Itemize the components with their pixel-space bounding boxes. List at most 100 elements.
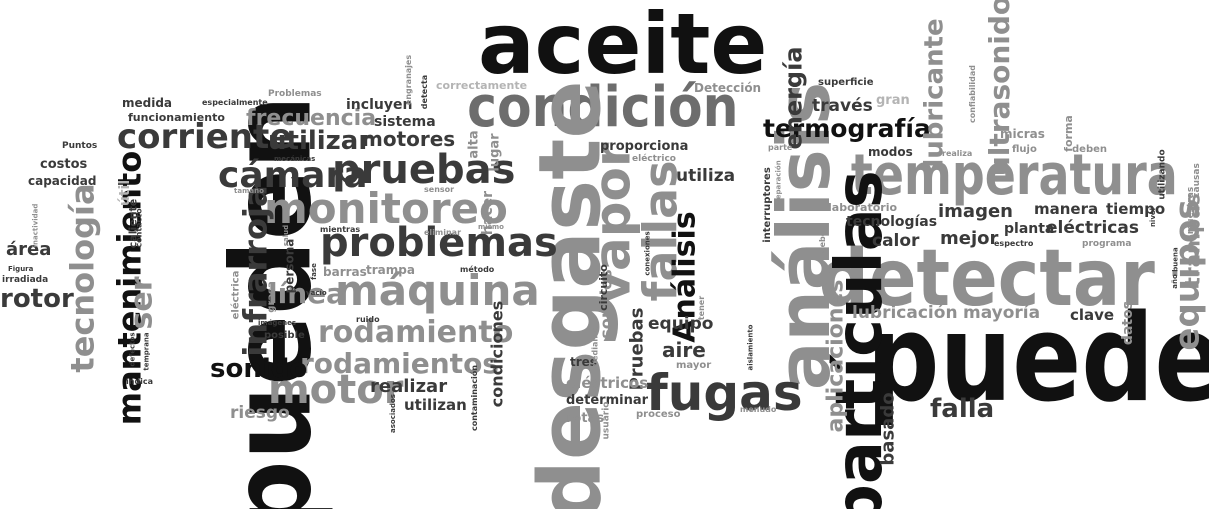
word-detectar: detectar bbox=[818, 234, 1155, 324]
word-frecuencia: frecuencia bbox=[246, 106, 377, 131]
word-menudo: menudo bbox=[740, 405, 777, 414]
word-tecnologias: tecnologías bbox=[846, 214, 938, 230]
word-manera: manera bbox=[1034, 200, 1099, 218]
word-usuario: usuario bbox=[601, 401, 612, 440]
word-gran: gran bbox=[876, 93, 910, 108]
word-laboratorio: laboratorio bbox=[828, 201, 898, 214]
word-mediante: mediante bbox=[590, 326, 600, 370]
word-equipo: equipo bbox=[648, 314, 714, 334]
word-imagenes: imágenes bbox=[258, 319, 297, 327]
word-rodamientos: rodamientos bbox=[300, 347, 499, 380]
word-proceso: proceso bbox=[636, 409, 681, 420]
word-vacio: vacío bbox=[306, 289, 327, 297]
word-sensor: sensor bbox=[424, 185, 455, 194]
word-basado: basado bbox=[877, 392, 899, 466]
word-rotas: rotas bbox=[566, 411, 605, 426]
word-flujo: flujo bbox=[1012, 144, 1037, 155]
word-sistema: sistema bbox=[374, 114, 436, 130]
word-mejor: mejor bbox=[940, 228, 999, 249]
word-termografia: termografía bbox=[763, 114, 931, 143]
word-mecanicas: mecánicas bbox=[274, 155, 316, 163]
word-lubricacion: lubricación bbox=[852, 303, 958, 323]
word-alta: alta bbox=[466, 130, 482, 159]
word-ultrasonido: ultrasonido bbox=[983, 0, 1017, 177]
word-maquina: máquina bbox=[335, 266, 540, 315]
word-micras: micras bbox=[1000, 127, 1045, 141]
word-condicion: condición bbox=[467, 75, 739, 140]
word-contaminacion: contaminación bbox=[470, 364, 480, 432]
word-linea: línea bbox=[268, 277, 346, 310]
word-motor: motor bbox=[268, 367, 404, 413]
word-causas: causas bbox=[1191, 163, 1202, 198]
word-trampa: trampa bbox=[366, 263, 415, 277]
word-interruptores: interruptores bbox=[761, 167, 773, 243]
word-rotor: rotor bbox=[0, 284, 74, 314]
word-ano: año bbox=[1170, 274, 1179, 289]
word-ver: ver bbox=[604, 154, 621, 164]
word-riesgo: riesgo bbox=[230, 403, 290, 423]
word-planta: planta bbox=[1004, 221, 1055, 237]
word-figura: Figura bbox=[8, 265, 34, 273]
word-mismo: mismo bbox=[478, 223, 504, 231]
word-tener: tener bbox=[697, 295, 707, 321]
word-aceite: aceite bbox=[478, 0, 768, 93]
word-engranajes: engranajes bbox=[404, 54, 414, 106]
word-inactividad: inactividad bbox=[31, 203, 40, 248]
word-barras: barras bbox=[323, 265, 367, 279]
word-confiabilidad: confiabilidad bbox=[968, 64, 978, 124]
word-problemas: problemas bbox=[320, 220, 558, 266]
word-rodamiento: rodamiento bbox=[318, 315, 514, 350]
word-conexiones: conexiones bbox=[643, 231, 652, 276]
word-reparacion: reparación bbox=[774, 160, 783, 203]
word-falla: falla bbox=[930, 394, 995, 424]
word-incluyen: incluyen bbox=[346, 97, 413, 113]
word-ser: ser bbox=[124, 276, 160, 330]
word-fugas: fugas bbox=[646, 364, 803, 422]
word-utilizan: utilizan bbox=[404, 396, 467, 414]
word-ruido: ruido bbox=[356, 315, 380, 324]
word-metodo: método bbox=[460, 265, 495, 274]
word-contacto: contacto bbox=[134, 208, 144, 248]
word-imagen: imagen bbox=[938, 201, 1013, 222]
word-tiempo: tiempo bbox=[1106, 200, 1166, 218]
word-area: área bbox=[6, 239, 52, 260]
word-utilizando: utilizando bbox=[1157, 149, 1168, 200]
word-mayoria: mayoría bbox=[963, 303, 1041, 323]
word-eliminar: eliminar bbox=[424, 228, 462, 237]
word-posible: posible bbox=[264, 330, 305, 341]
word-electricos: eléctricos bbox=[566, 374, 649, 392]
word-deben: deben bbox=[1072, 144, 1107, 155]
word-lubricante: lubricante bbox=[919, 18, 950, 168]
word-aire: aire bbox=[662, 338, 706, 362]
word-corriente: corriente bbox=[117, 117, 293, 157]
word-lugar: lugar bbox=[487, 133, 503, 172]
word-utilizar: utilizar bbox=[268, 126, 372, 156]
word-programa: programa bbox=[1082, 239, 1132, 249]
word-determinar: determinar bbox=[566, 393, 649, 408]
word-monitoreo: monitoreo bbox=[264, 184, 508, 233]
word-modos: modos bbox=[868, 145, 913, 159]
word-correctamente: correctamente bbox=[436, 79, 528, 92]
word-mayor: mayor bbox=[676, 360, 712, 371]
word-tamano: tamaño bbox=[234, 187, 264, 195]
word-capacidad: capacidad bbox=[28, 174, 97, 188]
word-parte: parte bbox=[768, 143, 793, 152]
word-espectro: espectro bbox=[994, 239, 1034, 248]
word-deteccion: Detección bbox=[694, 81, 762, 95]
word-electrico: eléctrico bbox=[632, 154, 676, 164]
word-salud: salud bbox=[282, 224, 291, 247]
word-buena: buena bbox=[1171, 247, 1180, 272]
word-electrica: eléctrica bbox=[230, 270, 242, 320]
word-condiciones: condiciones bbox=[487, 300, 507, 408]
word-funcionamiento: funcionamiento bbox=[128, 111, 225, 124]
word-asociados: asociados bbox=[388, 394, 397, 433]
word-costos: costos bbox=[40, 157, 88, 172]
word-irradiada: irradiada bbox=[2, 275, 49, 285]
word-problemas-cap: Problemas bbox=[268, 89, 322, 99]
word-camara: cámara bbox=[218, 155, 368, 196]
word-realizar: realizar bbox=[370, 376, 448, 397]
word-puede: puede bbox=[866, 290, 1209, 429]
word-aplicaciones: aplicaciones bbox=[823, 279, 849, 433]
word-temperatura: temperatura bbox=[850, 143, 1178, 208]
